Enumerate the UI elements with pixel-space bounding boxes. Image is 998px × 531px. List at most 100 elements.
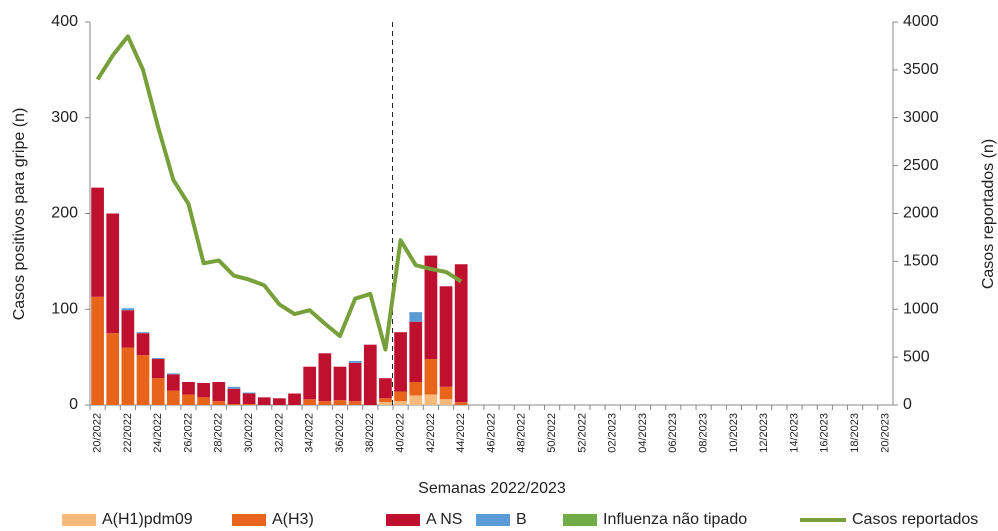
bar: [242, 393, 256, 405]
bar: [197, 382, 210, 398]
bar: [121, 308, 135, 311]
bar: [394, 401, 407, 405]
y2-tick-label: 500: [903, 348, 930, 365]
bar: [136, 332, 150, 334]
bar: [348, 362, 362, 402]
bar: [166, 390, 180, 405]
bar: [303, 399, 317, 405]
bar: [151, 358, 165, 360]
x-tick-label: 20/2023: [879, 413, 891, 453]
bar: [197, 397, 210, 405]
bar: [136, 355, 150, 405]
y2-tick-label: 3500: [903, 61, 939, 78]
legend-label: A(H1)pdm09: [102, 511, 193, 528]
y-tick-label: 200: [51, 205, 78, 222]
bar: [303, 366, 317, 400]
bar: [454, 402, 468, 405]
x-tick-label: 14/2023: [788, 413, 800, 453]
x-tick-label: 32/2022: [273, 413, 285, 453]
y-tick-label: 100: [51, 300, 78, 317]
bar: [439, 399, 453, 405]
bar: [394, 391, 407, 402]
bar: [379, 398, 392, 403]
y-tick-label: 300: [51, 109, 78, 126]
bar: [273, 398, 286, 405]
bar: [91, 296, 104, 405]
x-tick-label: 18/2023: [849, 413, 861, 453]
legend-swatch: [386, 514, 420, 526]
legend-label: Casos reportados: [852, 511, 978, 528]
legend-label: A(H3): [272, 511, 314, 528]
bar: [318, 353, 332, 402]
bar: [166, 373, 180, 375]
bar: [439, 286, 453, 387]
y-tick-label: 0: [69, 396, 78, 413]
legend-label: B: [516, 511, 527, 528]
bar: [333, 400, 347, 405]
bar: [212, 401, 226, 405]
bar: [363, 344, 377, 405]
bar: [151, 378, 165, 405]
x-tick-label: 06/2023: [667, 413, 679, 453]
bar: [106, 333, 120, 405]
bar: [409, 312, 423, 322]
bar: [409, 382, 423, 396]
x-tick-label: 02/2023: [607, 413, 619, 453]
bar: [257, 397, 271, 405]
y-tick-label: 400: [51, 13, 78, 30]
bar: [242, 392, 256, 394]
legend-swatch: [476, 514, 510, 526]
bar: [151, 359, 165, 379]
legend-swatch: [62, 514, 96, 526]
x-tick-label: 26/2022: [182, 413, 194, 453]
y2-tick-label: 0: [903, 396, 912, 413]
y2-tick-label: 3000: [903, 109, 939, 126]
x-tick-label: 16/2023: [819, 413, 831, 453]
line: [95, 34, 463, 352]
y2-tick-label: 4000: [903, 13, 939, 30]
x-tick-label: 28/2022: [213, 413, 225, 453]
bar: [379, 378, 392, 399]
x-tick-label: 22/2022: [122, 413, 134, 453]
legend-label: Influenza não tipado: [603, 511, 747, 528]
bar: [348, 360, 362, 363]
y2-tick-label: 1000: [903, 300, 939, 317]
legend-swatch: [563, 514, 597, 526]
bar: [333, 366, 347, 401]
bar: [242, 404, 256, 405]
bar: [182, 382, 195, 395]
x-tick-label: 04/2023: [637, 413, 649, 453]
bar: [136, 333, 150, 356]
y2-tick-label: 2500: [903, 157, 939, 174]
x-tick-label: 24/2022: [152, 413, 164, 453]
bar: [121, 310, 135, 348]
y2-tick-label: 2000: [903, 205, 939, 222]
bar: [227, 386, 241, 389]
y2-axis-label: Casos reportados (n): [980, 139, 997, 289]
bar: [454, 264, 468, 403]
x-tick-label: 20/2022: [91, 413, 103, 453]
bar: [227, 388, 241, 405]
x-tick-label: 42/2022: [425, 413, 437, 453]
x-tick-label: 10/2023: [728, 413, 740, 453]
x-tick-label: 46/2022: [485, 413, 497, 453]
x-tick-label: 52/2022: [576, 413, 588, 453]
bar: [121, 347, 135, 405]
x-tick-label: 50/2022: [546, 413, 558, 453]
x-axis-label: Semanas 2022/2023: [418, 480, 566, 497]
x-tick-label: 12/2023: [758, 413, 770, 453]
bar: [91, 187, 104, 297]
x-tick-label: 36/2022: [334, 413, 346, 453]
x-tick-label: 08/2023: [698, 413, 710, 453]
bar: [212, 382, 226, 402]
x-tick-label: 38/2022: [364, 413, 376, 453]
bar: [379, 402, 392, 405]
legend-label: A NS: [426, 511, 462, 528]
bar: [439, 386, 453, 400]
bar: [318, 401, 332, 405]
bar: [106, 213, 120, 334]
bar: [348, 401, 362, 405]
x-tick-label: 48/2022: [516, 413, 528, 453]
bar: [288, 393, 301, 405]
